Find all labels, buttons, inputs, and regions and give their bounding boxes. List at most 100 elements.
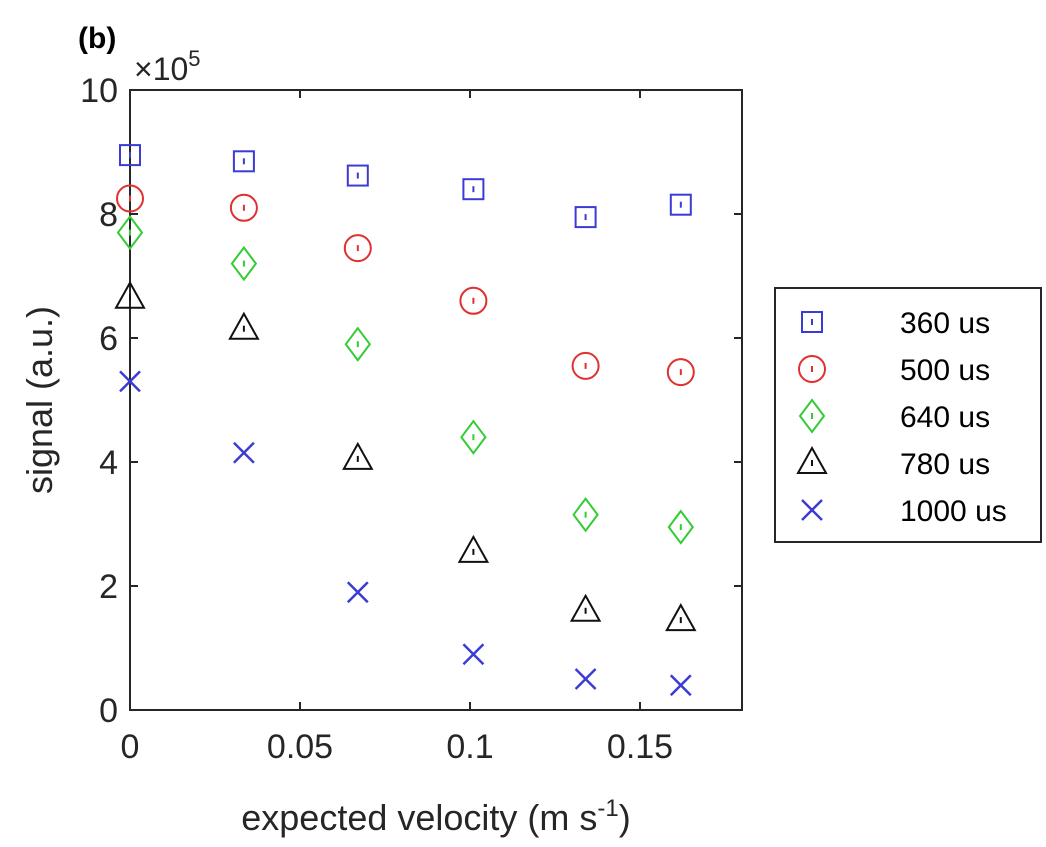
y-tick-label: 2 bbox=[99, 568, 118, 606]
data-point bbox=[344, 326, 372, 362]
y-tick-label: 4 bbox=[99, 444, 118, 482]
y-tick-label: 10 bbox=[80, 72, 118, 110]
y-multiplier: ×105 bbox=[134, 46, 201, 87]
x-axis-label-sup: -1 bbox=[597, 795, 618, 822]
data-point bbox=[666, 358, 695, 387]
data-point bbox=[669, 674, 692, 697]
legend-marker bbox=[798, 355, 826, 383]
y-multiplier-exp: 5 bbox=[188, 46, 200, 71]
data-point bbox=[342, 441, 374, 470]
x-tick-label: 0.15 bbox=[607, 728, 673, 766]
marker-diamond bbox=[344, 326, 372, 362]
marker-circle bbox=[666, 358, 695, 387]
data-point bbox=[459, 286, 488, 315]
data-point bbox=[346, 581, 369, 604]
marker-cross-b bbox=[669, 674, 692, 697]
data-point bbox=[462, 643, 485, 666]
data-point bbox=[116, 184, 144, 213]
data-point bbox=[572, 497, 599, 533]
marker-triangle bbox=[569, 593, 602, 622]
marker-diamond bbox=[230, 245, 258, 282]
data-point bbox=[457, 534, 490, 563]
y-axis: 0 2 4 6 8 10 bbox=[80, 72, 742, 730]
legend-box bbox=[774, 287, 1042, 543]
y-tick-label: 6 bbox=[99, 320, 118, 358]
data-point bbox=[114, 280, 146, 309]
marker-cross-b bbox=[462, 643, 485, 666]
legend-entry-label: 500 us bbox=[900, 354, 990, 387]
marker-circle bbox=[798, 355, 826, 383]
panel-label: (b) bbox=[78, 22, 116, 55]
data-point bbox=[571, 351, 600, 380]
marker-circle bbox=[116, 184, 144, 213]
x-axis-label: expected velocity (m s-1) bbox=[241, 795, 630, 838]
marker-square bbox=[574, 206, 597, 229]
data-point bbox=[230, 245, 258, 282]
marker-cross-b bbox=[346, 581, 369, 604]
marker-cross-b bbox=[801, 499, 823, 521]
x-axis-label-main: expected velocity (m s bbox=[241, 797, 597, 838]
legend-entry-label: 1000 us bbox=[900, 495, 1007, 528]
marker-square bbox=[119, 144, 141, 167]
data-point bbox=[233, 441, 255, 464]
marker-square bbox=[346, 164, 369, 187]
legend-entry-label: 640 us bbox=[900, 401, 990, 434]
data-point bbox=[462, 178, 485, 201]
data-point bbox=[569, 593, 602, 622]
data-point bbox=[116, 214, 144, 251]
data-points bbox=[114, 144, 697, 697]
data-point bbox=[669, 193, 692, 216]
marker-circle bbox=[459, 286, 488, 315]
marker-circle bbox=[343, 234, 372, 263]
marker-diamond bbox=[460, 419, 487, 455]
marker-circle bbox=[229, 193, 258, 222]
marker-triangle bbox=[457, 534, 490, 563]
data-point bbox=[228, 311, 260, 340]
data-point bbox=[665, 603, 697, 632]
x-axis: 0 0.05 0.1 0.15 bbox=[121, 90, 673, 766]
marker-square bbox=[801, 311, 823, 333]
data-point bbox=[119, 370, 141, 393]
data-point bbox=[119, 144, 141, 167]
data-point bbox=[667, 509, 695, 545]
marker-square bbox=[462, 178, 485, 201]
marker-cross-b bbox=[574, 668, 597, 690]
marker-triangle bbox=[665, 603, 697, 632]
marker-cross-b bbox=[119, 370, 141, 393]
data-point bbox=[232, 150, 255, 173]
legend-marker bbox=[801, 311, 823, 333]
marker-diamond bbox=[572, 497, 599, 533]
marker-diamond bbox=[667, 509, 695, 545]
marker-cross-b bbox=[233, 441, 255, 464]
legend-marker bbox=[801, 499, 823, 521]
legend-entry-label: 780 us bbox=[900, 448, 990, 481]
y-tick-label: 8 bbox=[99, 196, 118, 234]
data-point bbox=[343, 234, 372, 263]
marker-diamond bbox=[798, 398, 826, 434]
legend: 360 us 500 us 640 us 780 us 1000 us bbox=[774, 287, 1042, 543]
marker-triangle bbox=[342, 441, 374, 470]
y-multiplier-base: ×10 bbox=[134, 51, 188, 87]
legend-marker bbox=[796, 445, 828, 474]
marker-triangle bbox=[796, 445, 828, 474]
marker-square bbox=[669, 193, 692, 216]
x-tick-label: 0 bbox=[121, 728, 140, 766]
marker-diamond bbox=[116, 214, 144, 251]
marker-circle bbox=[571, 351, 600, 380]
x-axis-label-suffix: ) bbox=[619, 797, 631, 838]
x-tick-label: 0.05 bbox=[267, 728, 333, 766]
data-point bbox=[460, 419, 487, 455]
data-point bbox=[229, 193, 258, 222]
legend-entry-label: 360 us bbox=[900, 307, 990, 340]
legend-marker bbox=[798, 398, 826, 434]
marker-triangle bbox=[228, 311, 260, 340]
y-tick-label: 0 bbox=[99, 692, 118, 730]
marker-square bbox=[232, 150, 255, 173]
data-point bbox=[346, 164, 369, 187]
marker-triangle bbox=[114, 280, 146, 309]
y-axis-label: signal (a.u.) bbox=[19, 306, 60, 494]
plot-frame bbox=[129, 89, 743, 711]
x-tick-label: 0.1 bbox=[446, 728, 493, 766]
data-point bbox=[574, 668, 597, 690]
